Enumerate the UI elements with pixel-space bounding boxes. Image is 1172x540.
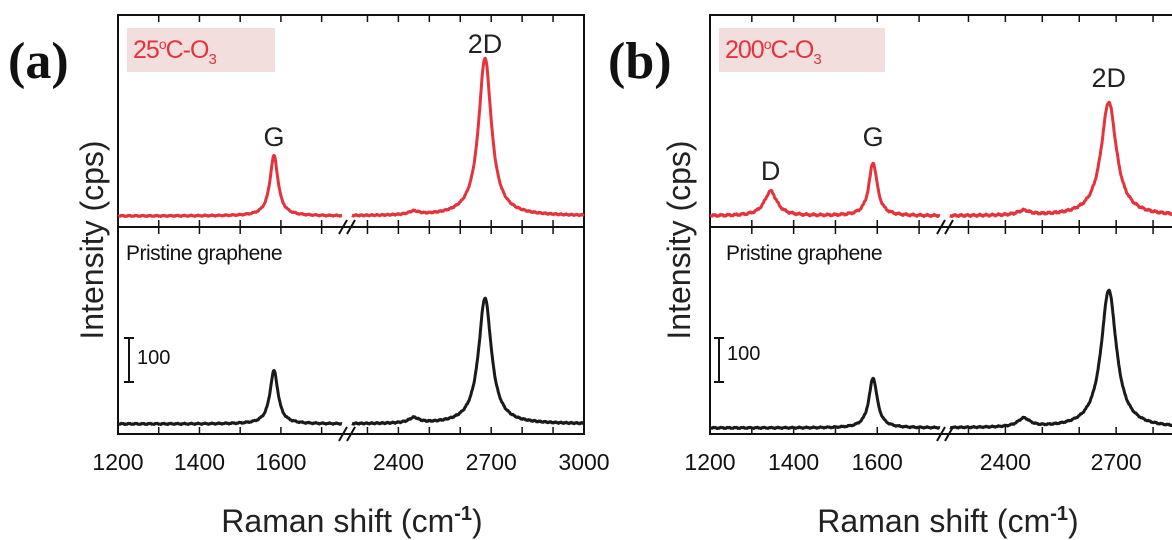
peak-label-g: G xyxy=(263,122,284,152)
axis-break-mark xyxy=(338,426,348,442)
x-tick-label: 1600 xyxy=(852,449,903,475)
panel-a-pristine-label: Pristine graphene xyxy=(126,242,282,265)
treated-spectrum-line-segment-2 xyxy=(350,56,585,218)
x-tick-label: 2400 xyxy=(373,449,424,475)
peak-label-g: G xyxy=(863,122,884,152)
panel-b-sample-label-bg xyxy=(719,28,885,72)
peak-label-2d: 2D xyxy=(468,29,503,59)
axis-break-mark xyxy=(936,219,946,235)
x-tick-label: 1200 xyxy=(684,449,735,475)
pristine-spectrum-line-segment-1 xyxy=(709,376,942,430)
pristine-spectrum-line-segment-1 xyxy=(117,369,344,426)
treated-spectrum-line-segment-2 xyxy=(948,100,1172,218)
pristine-spectrum-line-segment-2 xyxy=(948,288,1172,430)
panel-a-scale-bar xyxy=(124,337,134,383)
panel-b-y-axis-label: Intensity (cps) xyxy=(661,140,697,339)
panel-b-scale-value: 100 xyxy=(727,343,760,365)
peak-label-d: D xyxy=(761,156,781,186)
axis-break-mark xyxy=(338,219,348,235)
axis-break-mark xyxy=(936,426,946,442)
axis-break-mark xyxy=(346,426,356,442)
panel-a-plot: 1200 1400 1600 2400 2700 3000 G 2D xyxy=(92,15,610,475)
x-tick-label: 1200 xyxy=(92,449,143,475)
x-tick-label: 3000 xyxy=(558,449,609,475)
x-tick-label: 2700 xyxy=(1091,449,1142,475)
panel-a-x-axis-label: Raman shift (cm-1) xyxy=(221,503,482,539)
x-tick-label: 1400 xyxy=(768,449,819,475)
panel-b-scale-bar xyxy=(714,337,724,383)
x-tick-label: 2400 xyxy=(980,449,1031,475)
axis-break-mark xyxy=(346,219,356,235)
panel-b-x-axis-label: Raman shift (cm-1) xyxy=(817,503,1078,539)
panel-a-sample-label: 25oC-O3 xyxy=(133,36,216,68)
panel-b: (b) 200oC-O3 Pristine graphene 100 Inten… xyxy=(608,14,1172,539)
axis-break-mark xyxy=(944,219,954,235)
peak-label-2d: 2D xyxy=(1092,63,1127,93)
panel-b-sample-label: 200oC-O3 xyxy=(725,36,821,68)
panel-b-plot: 1200 1400 1600 2400 2700 D G 2D xyxy=(684,15,1172,475)
panel-a-sample-label-bg xyxy=(127,28,275,72)
treated-spectrum-line-segment-1 xyxy=(117,153,344,218)
x-tick-label: 1400 xyxy=(174,449,225,475)
pristine-spectrum-line-segment-2 xyxy=(350,296,585,426)
panel-a-label: (a) xyxy=(8,33,69,90)
panel-a-y-axis-label: Intensity (cps) xyxy=(74,140,110,339)
treated-spectrum-line-segment-1 xyxy=(709,161,942,219)
x-tick-label: 2700 xyxy=(466,449,517,475)
x-tick-label: 1600 xyxy=(255,449,306,475)
panel-a-scale-value: 100 xyxy=(137,347,170,369)
panel-a: (a) 25oC-O3 Pristine graphene 100 Intens… xyxy=(8,14,610,539)
panel-b-label: (b) xyxy=(608,33,672,90)
panel-b-pristine-label: Pristine graphene xyxy=(726,242,882,265)
